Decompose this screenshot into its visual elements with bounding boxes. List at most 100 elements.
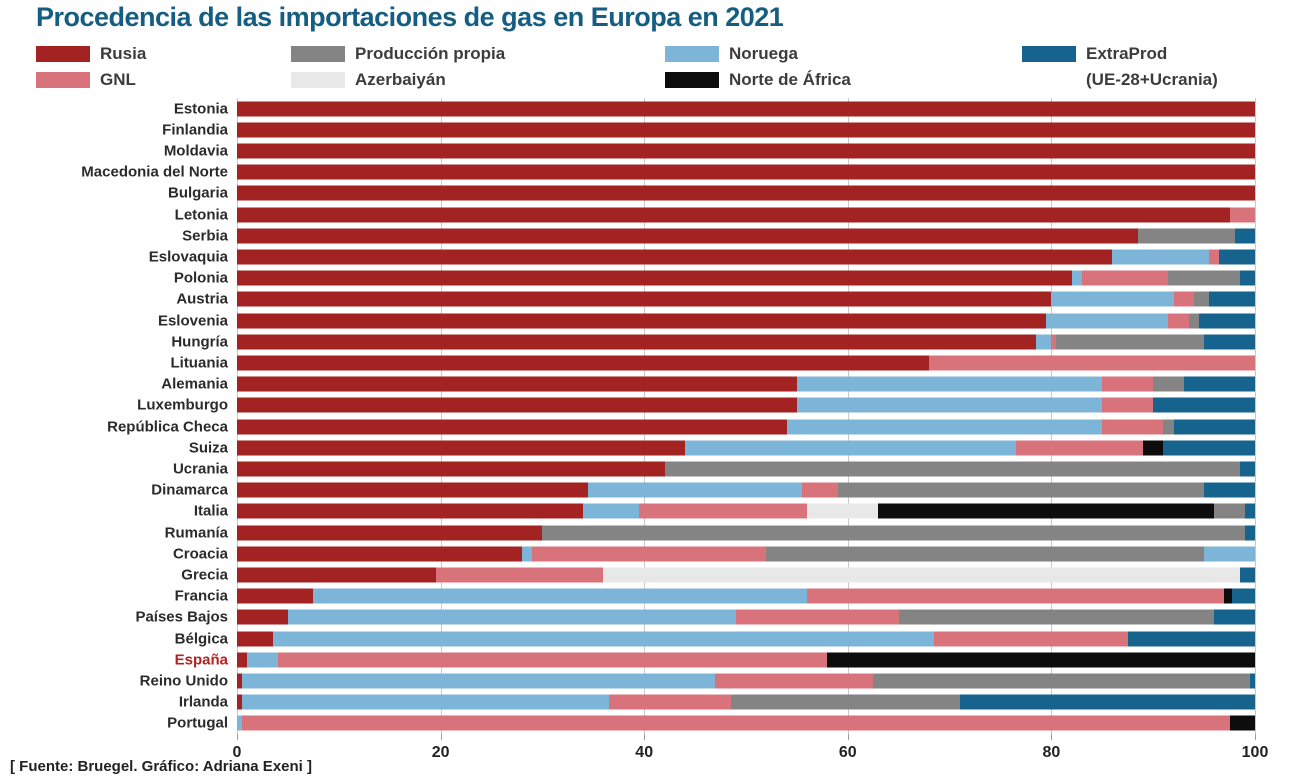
chart-row: República Checa [107,416,1255,437]
bar-segment-rusia [237,101,1255,117]
bar-segment-rusia [237,355,930,371]
bar-segment-gnl [1102,376,1154,392]
bar-segment-produccion [1188,313,1199,329]
legend-label: Norte de África [729,70,851,89]
row-label: Alemania [161,375,228,393]
plot-area: Estonia Finlandia Moldavia Macedonia del No… [81,98,1268,761]
bar-segment-rusia [237,291,1052,307]
chart-row: Letonia [175,204,1255,225]
axis-tick [1051,734,1053,740]
legend-label: Azerbaiyán [355,70,446,89]
bar-segment-rusia [237,609,288,625]
stacked-bar [237,270,1255,286]
bar-segment-rusia [237,503,584,519]
bar-segment-extraprod [1231,588,1255,604]
chart-row: Irlanda [179,692,1255,713]
chart-row: Austria [176,289,1255,310]
bar-segment-produccion [730,694,960,710]
row-label: Estonia [173,100,228,118]
x-axis-label: 40 [635,744,654,761]
legend-item-africa: Norte de África [665,70,851,89]
stacked-bar [237,715,1255,731]
bar-segment-produccion [837,482,1205,498]
stacked-bar [237,397,1255,413]
bar-segment-noruega [1071,270,1082,286]
bar-segment-noruega [287,609,736,625]
bar-segment-rusia [237,440,685,456]
bar-segment-rusia [237,249,1113,265]
row-label: Rumanía [164,524,228,542]
stacked-bar [237,334,1255,350]
chart-row: Lituania [170,352,1255,373]
bar-segment-rusia [237,419,787,435]
x-axis-label: 100 [1241,744,1269,761]
stacked-bar [237,228,1255,244]
bar-segment-noruega [1051,291,1174,307]
bar-segment-extraprod [1163,440,1255,456]
stacked-bar [237,567,1255,583]
row-label: Hungría [171,333,228,351]
bar-segment-extraprod [1204,482,1255,498]
bar-segment-noruega [1036,334,1052,350]
bar-segment-gnl [639,503,808,519]
bar-segment-gnl [1051,334,1057,350]
bar-segment-gnl [929,355,1255,371]
bar-segment-extraprod [1214,609,1255,625]
stacked-bar [237,419,1255,435]
chart-row: Eslovaquia [149,246,1255,267]
stacked-bar [237,291,1255,307]
row-label: Bélgica [174,630,228,648]
chart-row: Hungría [171,331,1255,352]
stacked-bar [237,207,1255,223]
bar-segment-noruega [237,715,243,731]
bar-segment-gnl [277,652,828,668]
bar-segment-extraprod [1127,631,1255,647]
stacked-bar [237,673,1255,689]
chart-row: Estonia [174,98,1255,119]
row-label: Ucrania [172,460,228,478]
bar-segment-africa [827,652,1255,668]
bar-segment-produccion [1137,228,1235,244]
stacked-bar [237,588,1255,604]
chart-row: Francia [175,586,1255,607]
bar-segment-rusia [237,334,1037,350]
bar-segment-gnl [435,567,604,583]
bar-segment-rusia [237,546,523,562]
bar-segment-extraprod [1219,249,1255,265]
bar-segment-gnl [1168,313,1189,329]
bar-segment-gnl [1015,440,1143,456]
bar-segment-africa [1229,715,1255,731]
row-label: Croacia [172,545,228,563]
row-label: Polonia [173,269,228,287]
chart-row: Finlandia [162,119,1255,140]
chart-row: Serbia [182,225,1255,246]
chart-row: Luxemburgo [137,395,1255,416]
gridline [1255,98,1256,734]
bar-segment-rusia [237,185,1255,201]
row-label: Países Bajos [135,608,228,626]
x-axis-label: 80 [1042,744,1061,761]
bar-segment-rusia [237,313,1047,329]
axis-tick [237,734,238,740]
bar-segment-noruega [796,397,1103,413]
chart-row: Grecia [181,564,1255,585]
row-label: Finlandia [162,121,228,139]
row-label: Austria [176,290,228,308]
legend-item-rusia: Rusia [36,44,146,63]
row-label: Grecia [181,566,228,584]
bar-segment-azerbaiyan [807,503,879,519]
source-note: [ Fuente: Bruegel. Gráfico: Adriana Exen… [10,758,312,775]
bar-segment-produccion [1214,503,1245,519]
legend-item-gnl: GNL [36,70,136,89]
row-label: Eslovenia [157,312,228,330]
legend-item-extraprod: ExtraProd [1022,44,1167,63]
bar-segment-produccion [1193,291,1210,307]
row-label: Suiza [188,439,228,457]
row-label: Eslovaquia [148,248,228,266]
bar-segment-rusia [237,270,1072,286]
row-label: Moldavia [163,142,228,160]
legend-swatch-gnl [36,72,90,88]
bar-segment-noruega [313,588,808,604]
row-label: Portugal [167,714,228,732]
